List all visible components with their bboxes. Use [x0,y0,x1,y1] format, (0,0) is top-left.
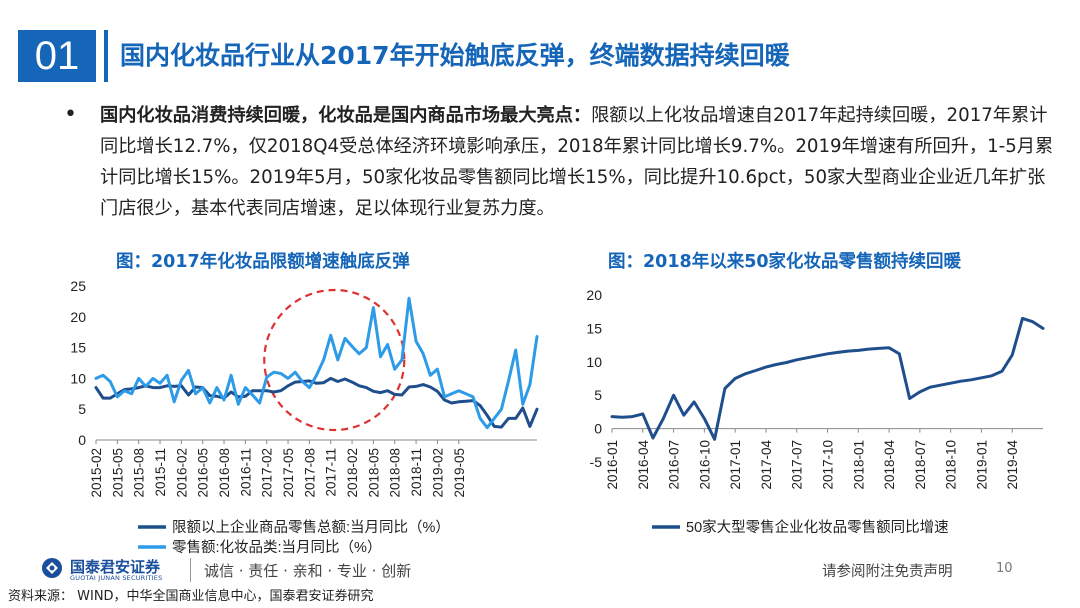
bullet-paragraph: 国内化妆品消费持续回暖，化妆品是国内商品市场最大亮点：限额以上化妆品增速自201… [100,100,1060,224]
chart-1-xtick-label: 2015-05 [110,448,125,498]
chart-1-series-1-line [94,296,539,430]
chart-2-ytick: 15 [586,320,602,336]
chart-2-xtick-label: 2017-01 [728,440,743,490]
chart-1-legend-label: 限额以上企业商品零售总额:当月同比（%） [172,518,450,536]
chart-2-title: 图：2018年以来50家化妆品零售额持续回暖 [608,252,962,272]
chart-1-xtick-label: 2015-02 [89,448,104,498]
chart-2-ytick: -5 [590,454,603,470]
footer-brand-en: GUOTAI JUNAN SECURITIES [70,574,163,582]
chart-1-ytick: 10 [70,370,86,386]
chart-1-xtick-label: 2018-11 [409,448,424,497]
chart-1-xtick-label: 2019-05 [452,448,467,498]
bullet-lead: 国内化妆品消费持续回暖，化妆品是国内商品市场最大亮点： [100,105,592,126]
chart-1-ytick: 20 [70,309,86,325]
chart-2-xtick-label: 2018-07 [913,440,928,490]
chart-1-xtick-label: 2017-05 [281,448,296,498]
footer-divider [190,558,191,582]
chart-2-legend-label: 50家大型零售企业化妆品零售额同比增速 [686,518,949,536]
chart-2-series-0-line [610,316,1045,441]
chart-2-xtick-label: 2016-10 [697,440,712,490]
chart-2-xtick-label: 2018-10 [944,440,959,490]
chart-2-xtick-label: 2019-04 [1005,440,1020,490]
chart-2-xtick-label: 2018-04 [882,440,897,490]
chart-1-xtick-label: 2018-05 [366,448,381,498]
chart-2-xtick-label: 2016-01 [605,440,620,490]
chart-1-xtick-label: 2016-11 [238,448,253,497]
title-divider [104,30,108,82]
chart-1-xtick-label: 2015-08 [132,448,147,498]
chart-1-xtick-label: 2017-02 [260,448,275,498]
chart-2-xtick-label: 2018-01 [851,440,866,490]
chart-2-xtick-label: 2019-01 [974,440,989,490]
chart-1-xtick-label: 2016-08 [217,448,232,498]
chart-1-highlight-circle [263,288,406,432]
chart-1-xtick-label: 2018-02 [345,448,360,498]
chart-2-ytick: 0 [594,421,602,437]
chart-1-xtick-label: 2016-02 [174,448,189,498]
page-title: 国内化妆品行业从2017年开始触底反弹，终端数据持续回暖 [120,41,790,70]
chart-2-xtick-label: 2017-04 [759,440,774,490]
chart-2-ytick: 5 [594,387,602,403]
bullet-body: 限额以上化妆品增速自2017年起持续回暖，2017年累计同比增长12.7%，仅2… [100,105,1054,219]
footer-disclaimer[interactable]: 请参阅附注免责声明 [822,564,953,580]
slide-number: 01 [18,30,96,82]
chart-1-series-0-line [94,376,539,429]
chart-2-xtick-label: 2017-07 [790,440,805,490]
chart-1-ytick: 0 [78,432,86,448]
chart-1-ytick: 25 [70,278,86,294]
chart-2-xtick-label: 2016-07 [667,440,682,490]
chart-2-xtick-label: 2017-10 [821,440,836,490]
chart-1-ytick: 5 [78,401,86,417]
page-number: 10 [996,561,1013,576]
chart-1-legend-label: 零售额:化妆品类:当月同比（%） [172,539,381,556]
chart-1-xtick-label: 2017-08 [302,448,317,498]
chart-1-title: 图：2017年化妆品限额增速触底反弹 [116,252,410,272]
chart-1-xtick-label: 2018-08 [388,448,403,498]
chart-1-xtick-label: 2015-11 [153,448,168,497]
chart-2: -5 0 5 10 15 20 2016-01 2016-04 2016-07 2016-10 20… [586,287,1045,536]
chart-1-xtick-label: 2017-11 [324,448,339,497]
chart-1: 0 5 10 15 20 25 2015-02 2015-05 2015-08 2015-11 20… [70,278,539,556]
chart-1-ytick: 15 [70,340,86,356]
brand-logo-icon [42,558,62,578]
bullet-dot: • [64,102,77,127]
footer-motto: 诚信 · 责任 · 亲和 · 专业 · 创新 [204,562,412,580]
chart-1-xtick-label: 2019-02 [430,448,445,498]
chart-2-ytick: 20 [586,287,602,303]
footer-source: 资料来源： WIND，中华全国商业信息中心，国泰君安证券研究 [8,589,374,604]
chart-2-ytick: 10 [586,354,602,370]
footer-brand: 国泰君安证券 [70,558,161,576]
chart-2-xtick-label: 2016-04 [636,440,651,490]
chart-1-xtick-label: 2016-05 [196,448,211,498]
